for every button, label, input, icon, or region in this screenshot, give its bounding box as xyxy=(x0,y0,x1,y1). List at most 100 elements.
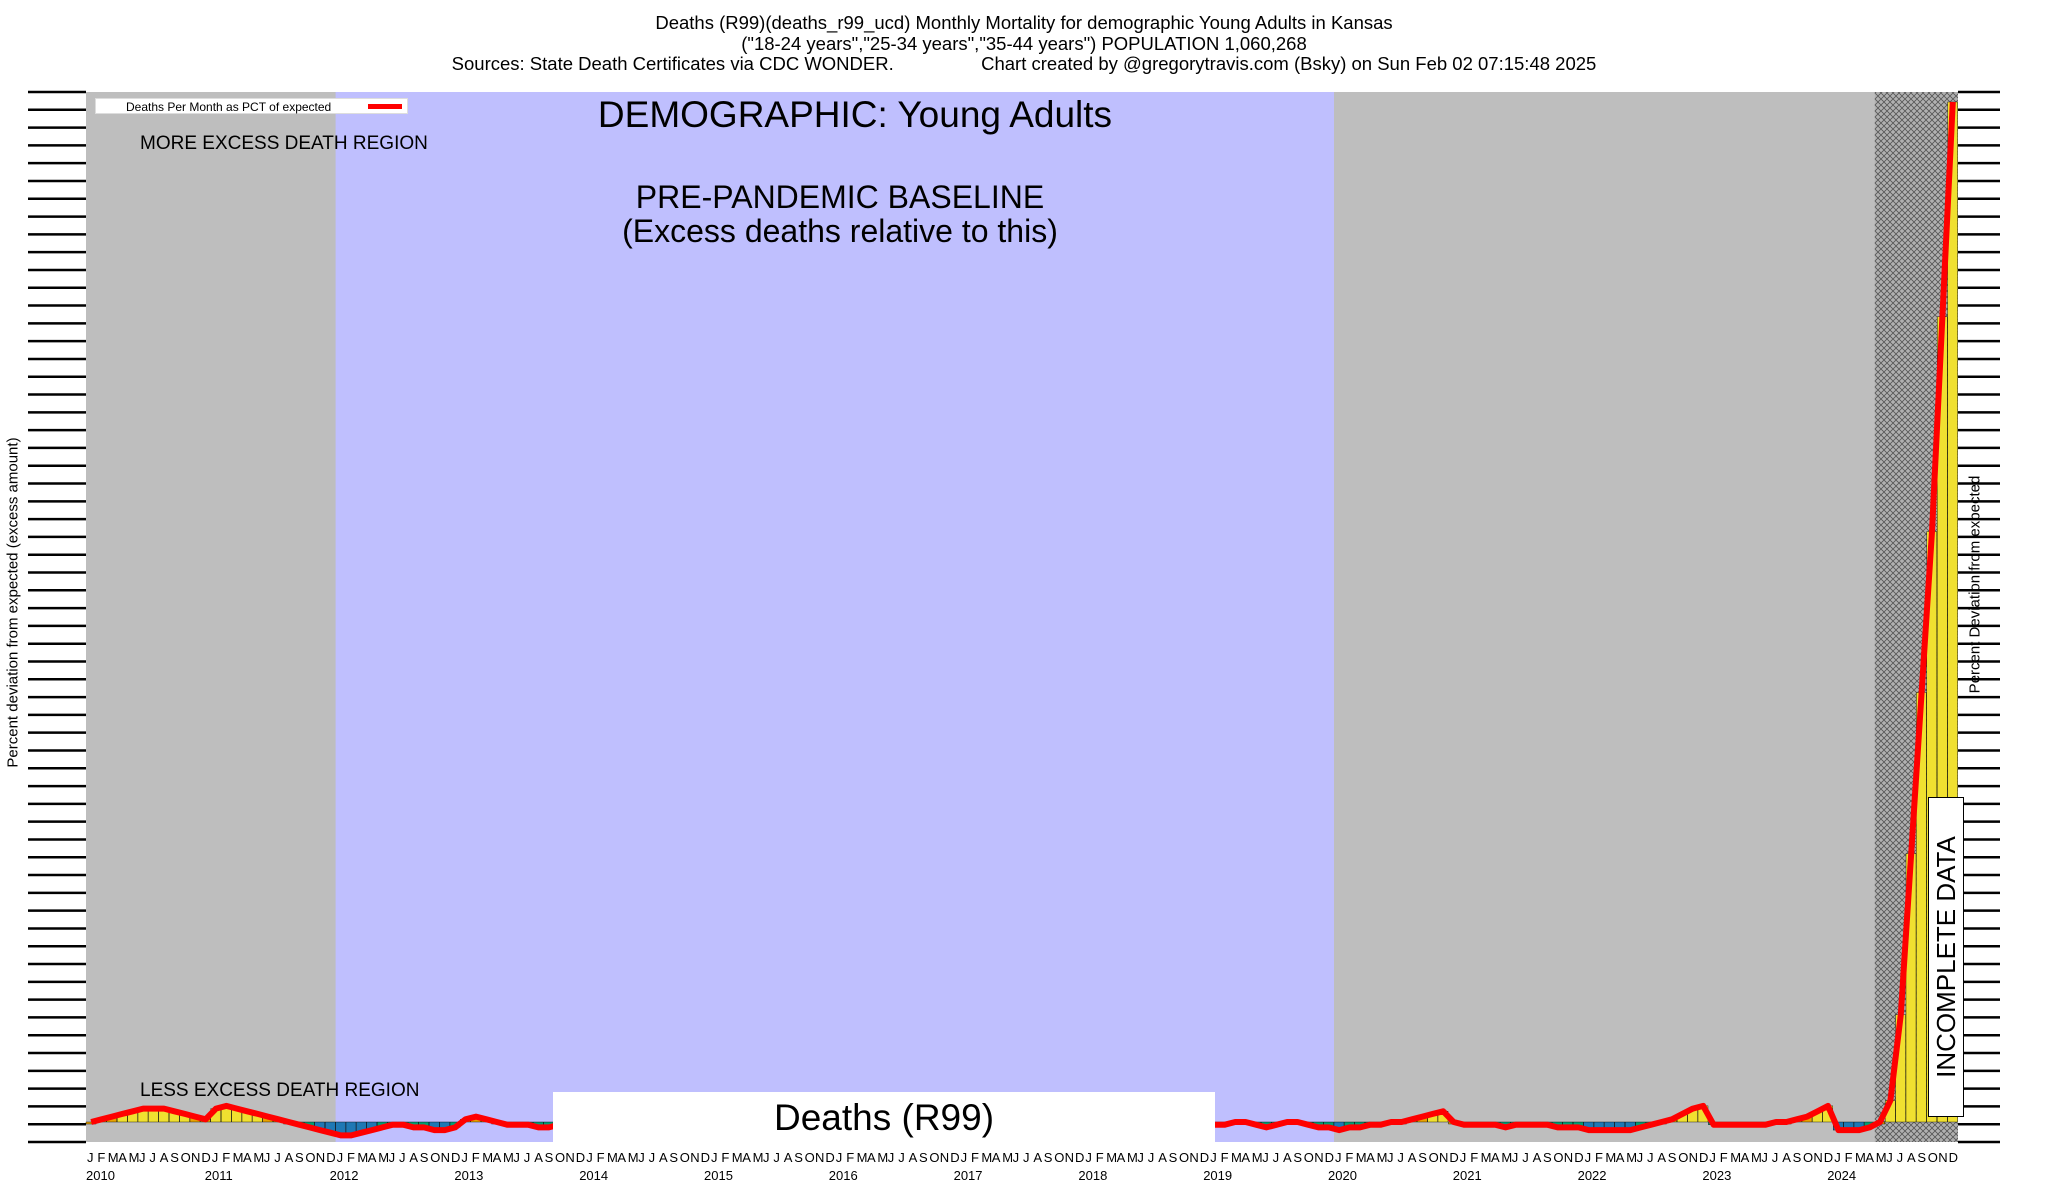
month-tick-label: O xyxy=(1428,1150,1439,1165)
month-tick-label: J xyxy=(274,1150,281,1165)
baseline-title: PRE-PANDEMIC BASELINE xyxy=(635,179,1045,215)
month-tick-label: A xyxy=(783,1150,793,1165)
month-tick-label: N xyxy=(1064,1150,1074,1165)
year-tick-label: 2022 xyxy=(1577,1168,1607,1183)
month-tick-label: A xyxy=(617,1150,627,1165)
month-tick-label: N xyxy=(1813,1150,1823,1165)
month-tick-label: J xyxy=(773,1150,780,1165)
month-tick-label: J xyxy=(1522,1150,1529,1165)
month-tick-label: D xyxy=(326,1150,336,1165)
month-tick-label: M xyxy=(1127,1150,1138,1165)
month-tick-label: A xyxy=(1491,1150,1500,1165)
month-tick-label: M xyxy=(1376,1150,1388,1165)
month-tick-label: M xyxy=(877,1150,889,1165)
month-tick-label: O xyxy=(1553,1150,1564,1165)
month-tick-label: A xyxy=(367,1150,377,1165)
month-tick-label: N xyxy=(1439,1150,1449,1165)
month-tick-label: S xyxy=(794,1150,803,1165)
month-tick-label: A xyxy=(991,1150,1001,1165)
month-tick-label: M xyxy=(357,1150,369,1165)
month-tick-label: J xyxy=(763,1150,770,1165)
month-tick-label: O xyxy=(305,1150,316,1165)
year-tick-label: 2017 xyxy=(953,1168,983,1183)
month-tick-label: M xyxy=(981,1150,993,1165)
month-tick-label: F xyxy=(1345,1150,1354,1165)
incomplete-data-label: INCOMPLETE DATA xyxy=(1928,797,1964,1117)
month-tick-label: M xyxy=(107,1150,119,1165)
year-tick-label: 2024 xyxy=(1827,1168,1857,1183)
month-tick-label: S xyxy=(1543,1150,1552,1165)
chart-title-line-3: Sources: State Death Certificates via CD… xyxy=(451,53,1597,74)
month-tick-label: N xyxy=(1563,1150,1574,1165)
month-tick-label: M xyxy=(378,1150,390,1165)
month-tick-label: A xyxy=(534,1150,543,1165)
month-tick-label: A xyxy=(1283,1150,1292,1165)
month-tick-label: J xyxy=(638,1150,645,1165)
month-tick-label: O xyxy=(1803,1150,1814,1165)
month-tick-label: D xyxy=(201,1150,211,1165)
month-tick-label: M xyxy=(1231,1150,1242,1165)
year-tick-label: 2023 xyxy=(1702,1168,1732,1183)
month-tick-label: J xyxy=(586,1150,593,1165)
month-tick-label: D xyxy=(451,1150,461,1165)
month-tick-label: A xyxy=(1532,1150,1542,1165)
month-tick-label: J xyxy=(461,1150,468,1165)
month-tick-label: S xyxy=(170,1150,179,1165)
month-tick-label: D xyxy=(1199,1150,1210,1165)
month-tick-label: D xyxy=(1324,1150,1334,1165)
month-tick-label: J xyxy=(960,1150,968,1165)
month-tick-label: F xyxy=(1595,1150,1603,1165)
month-tick-label: J xyxy=(711,1150,718,1165)
month-tick-label: F xyxy=(1844,1150,1853,1165)
month-tick-label: A xyxy=(1615,1150,1625,1165)
month-tick-label: S xyxy=(1043,1150,1053,1165)
month-tick-label: A xyxy=(1241,1150,1251,1165)
month-tick-label: F xyxy=(596,1150,605,1165)
month-tick-label: A xyxy=(1782,1150,1791,1165)
month-tick-label: J xyxy=(388,1150,396,1165)
month-tick-label: M xyxy=(128,1150,140,1165)
year-tick-label: 2014 xyxy=(579,1168,609,1183)
month-tick-label: N xyxy=(1189,1150,1199,1165)
month-tick-label: S xyxy=(1418,1150,1427,1165)
month-tick-label: N xyxy=(939,1150,950,1165)
month-tick-label: A xyxy=(118,1150,127,1165)
month-tick-label: J xyxy=(1147,1150,1155,1165)
month-tick-label: M xyxy=(1501,1150,1513,1165)
month-tick-label: D xyxy=(575,1150,586,1165)
month-tick-label: M xyxy=(856,1150,868,1165)
month-tick-label: A xyxy=(1116,1150,1126,1165)
month-tick-label: J xyxy=(87,1150,94,1165)
month-tick-label: D xyxy=(1574,1150,1584,1165)
month-tick-label: J xyxy=(1210,1150,1217,1165)
month-tick-label: F xyxy=(1470,1150,1479,1165)
month-tick-label: O xyxy=(1303,1150,1314,1165)
month-tick-label: M xyxy=(752,1150,764,1165)
month-tick-label: J xyxy=(1761,1150,1768,1165)
legend-swatch xyxy=(368,104,402,109)
month-tick-label: N xyxy=(440,1150,450,1165)
month-tick-label: F xyxy=(1220,1150,1229,1165)
month-tick-label: S xyxy=(1667,1150,1677,1165)
month-tick-label: F xyxy=(846,1150,855,1165)
month-tick-label: J xyxy=(1647,1150,1654,1165)
month-tick-label: N xyxy=(1688,1150,1698,1165)
year-tick-label: 2013 xyxy=(454,1168,484,1183)
month-tick-label: F xyxy=(347,1150,355,1165)
month-tick-label: M xyxy=(1480,1150,1492,1165)
month-tick-label: A xyxy=(284,1150,294,1165)
month-tick-label: J xyxy=(263,1150,271,1165)
chart-title-line-2: ("18-24 years","25-34 years","35-44 year… xyxy=(741,33,1307,54)
month-tick-label: A xyxy=(243,1150,252,1165)
year-tick-label: 2016 xyxy=(828,1168,858,1183)
month-tick-label: S xyxy=(1293,1150,1303,1165)
month-tick-label: J xyxy=(149,1150,156,1165)
month-tick-label: J xyxy=(648,1150,656,1165)
month-tick-label: M xyxy=(253,1150,265,1165)
month-tick-label: D xyxy=(1075,1150,1085,1165)
month-tick-label: M xyxy=(731,1150,743,1165)
month-tick-label: M xyxy=(1002,1150,1014,1165)
more-excess-label: MORE EXCESS DEATH REGION xyxy=(140,133,428,154)
month-tick-label: A xyxy=(659,1150,668,1165)
